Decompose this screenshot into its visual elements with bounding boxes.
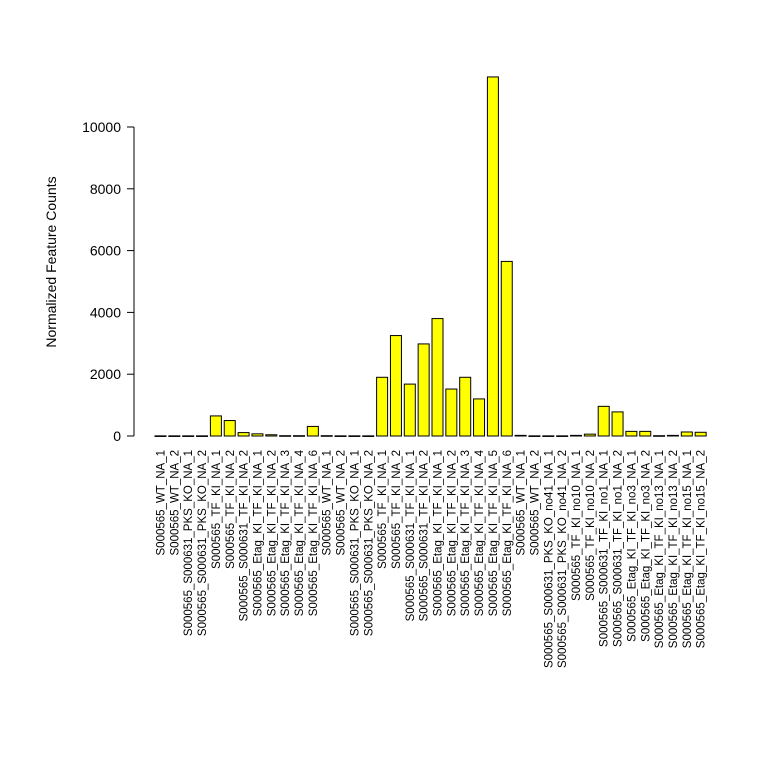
x-category-label: S000565_Etag_KI_TF_KI_no15_NA_2 [696,450,708,648]
bar [237,432,250,437]
bar [570,434,582,437]
y-axis: 0 2000 4000 6000 8000 10000 [82,119,135,444]
bar [182,435,195,437]
x-category-label: S000565_WT_NA_2 [529,450,541,555]
x-category-label: S000565_Etag_KI_TF_KI_NA_2 [446,450,458,616]
category-labels: S000565_WT_NA_1 S000565_WT_NA_2 S000565_S0… [156,449,708,668]
bar [403,383,416,437]
x-category-label: S000565_TF_KI_no10_NA_2 [585,450,597,601]
x-category-label: S000565_Etag_KI_TF_KI_NA_4 [474,449,486,616]
bar [611,411,624,437]
bar [486,76,499,437]
x-category-label: S000565_Etag_KI_TF_KI_no3_NA_2 [640,450,652,642]
x-category-label: S000565_TF_KI_NA_2 [225,450,237,569]
x-category-label: S000565_Etag_KI_TF_KI_no13_NA_1 [654,450,666,648]
bar [279,435,292,437]
bar [293,435,305,437]
x-category-label: S000565_S000631_TF_KI_no1_NA_1 [599,450,611,647]
bar [209,415,222,437]
x-category-label: S000565_Etag_KI_TF_KI_no15_NA_1 [682,450,694,648]
bar [694,431,707,437]
bar [583,433,596,437]
x-category-label: S000565_TF_KI_NA_2 [391,450,403,569]
bar [320,435,333,437]
y-tick-label: 6000 [90,243,121,259]
x-category-label: S000565_S000631_TF_KI_NA_1 [405,450,417,621]
y-tick-label: 8000 [90,181,121,197]
x-category-label: S000565_Etag_KI_TF_KI_no13_NA_2 [668,450,680,648]
x-category-label: S000565_WT_NA_2 [169,450,181,555]
x-category-label: S000565_Etag_KI_TF_KI_NA_3 [280,450,292,616]
bar [500,260,513,437]
y-tick-label: 2000 [90,366,121,382]
x-category-label: S000565_S000631_TF_KI_NA_2 [239,450,251,621]
bar [597,405,610,437]
x-category-label: S000565_Etag_KI_TF_KI_NA_6 [502,450,514,616]
bar [362,435,375,437]
bar [514,434,527,437]
bar [666,434,679,437]
x-category-label: S000565_Etag_KI_TF_KI_NA_6 [308,450,320,616]
y-tick-label: 4000 [90,304,121,320]
bar [334,435,347,437]
bar [154,435,167,437]
bars [154,76,707,437]
bar [528,435,541,437]
bar [680,431,693,437]
bar [265,434,278,437]
bar [168,435,181,437]
x-category-label: S000565_Etag_KI_TF_KI_NA_2 [266,450,278,616]
x-category-label: S000565_S000631_PKS_KO_NA_1 [349,450,361,636]
x-category-label: S000565_S000631_PKS_KO_NA_2 [363,450,375,636]
bar [639,430,652,437]
x-category-label: S000565_Etag_KI_TF_KI_no3_NA_1 [626,450,638,642]
bar [625,430,638,437]
bar [389,335,402,437]
bar [376,376,389,437]
y-tick-label: 10000 [82,119,121,135]
bar [542,435,555,437]
x-category-label: S000565_S000631_TF_KI_NA_2 [419,450,431,621]
x-category-label: S000565_TF_KI_NA_1 [377,450,389,569]
bar [445,388,458,437]
bar [556,435,569,437]
x-category-label: S000565_S000631_PKS_KO_NA_2 [197,450,209,636]
x-category-label: S000565_Etag_KI_TF_KI_NA_4 [294,449,306,616]
x-category-label: S000565_S000631_PKS_KO_no41_NA_2 [557,450,569,668]
x-category-label: S000565_S000631_TF_KI_no1_NA_2 [613,450,625,647]
bar [417,343,430,437]
bar [653,435,666,437]
x-category-label: S000565_TF_KI_NA_1 [211,450,223,569]
bar [196,435,209,437]
x-category-label: S000565_WT_NA_2 [336,450,348,555]
x-category-label: S000565_TF_KI_no10_NA_1 [571,450,583,601]
bar [459,376,472,437]
y-axis-title: Normalized Feature Counts [43,176,59,347]
x-category-label: S000565_WT_NA_1 [156,450,168,555]
x-category-label: S000565_WT_NA_1 [322,450,334,555]
bar [306,425,319,437]
x-category-label: S000565_Etag_KI_TF_KI_NA_5 [488,450,500,616]
x-category-label: S000565_S000631_PKS_KO_no41_NA_1 [543,450,555,668]
bar [348,435,361,437]
x-category-label: S000565_WT_NA_1 [516,450,528,555]
x-category-label: S000565_Etag_KI_TF_KI_NA_1 [433,450,445,616]
x-category-label: S000565_Etag_KI_TF_KI_NA_3 [460,450,472,616]
bar [223,420,236,437]
x-category-label: S000565_S000631_PKS_KO_NA_1 [183,450,195,636]
bar [473,398,486,437]
bar [431,318,444,437]
x-category-label: S000565_Etag_KI_TF_KI_NA_1 [252,450,264,616]
bar [251,433,264,437]
y-tick-label: 0 [113,428,121,444]
